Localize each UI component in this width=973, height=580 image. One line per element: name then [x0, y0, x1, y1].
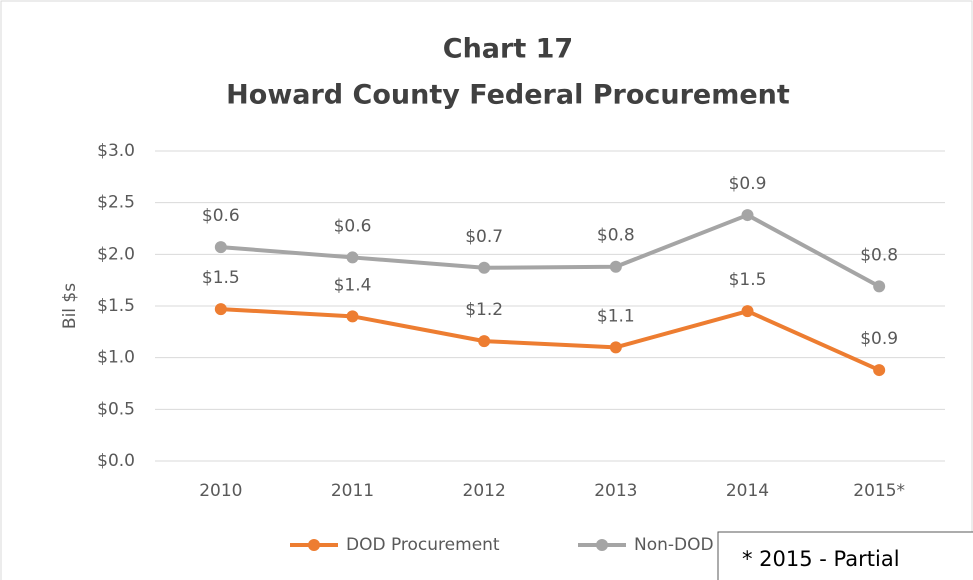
data-label: $1.5 — [729, 270, 767, 290]
point — [214, 303, 227, 316]
point — [741, 305, 754, 318]
point — [873, 364, 886, 377]
data-label: $0.9 — [860, 329, 898, 349]
x-tick-label: 2013 — [594, 481, 637, 501]
line — [220, 213, 881, 289]
data-label: $0.6 — [202, 206, 240, 226]
y-tick-label: $1.0 — [97, 348, 135, 368]
point — [214, 241, 227, 254]
chart-title: Chart 17 — [443, 34, 573, 65]
y-tick-label: $2.5 — [97, 193, 135, 213]
y-tick-label: $0.5 — [97, 399, 135, 419]
point — [346, 251, 359, 264]
y-tick-label: $0.0 — [97, 451, 135, 471]
x-tick-label: 2011 — [331, 481, 374, 501]
data-label: $1.4 — [334, 275, 372, 295]
chart-subtitle: Howard County Federal Procurement — [226, 80, 790, 111]
data-label: $0.9 — [729, 174, 767, 194]
data-label: $1.2 — [465, 300, 503, 320]
data-label: $0.6 — [334, 216, 372, 236]
data-label: $0.7 — [465, 227, 503, 247]
x-tick-label: 2015* — [853, 481, 905, 501]
data-label: $0.8 — [860, 245, 898, 265]
line — [220, 307, 880, 372]
point — [609, 341, 622, 354]
legend-label: DOD Procurement — [346, 535, 500, 555]
point — [609, 260, 622, 273]
point — [478, 335, 491, 348]
point — [478, 261, 491, 274]
note: * 2015 - Partial — [742, 547, 900, 571]
y-tick-label: $2.0 — [97, 244, 135, 264]
legend-marker — [596, 539, 608, 551]
x-tick-label: 2012 — [463, 481, 506, 501]
point — [741, 209, 754, 222]
y-axis-label: Bil $s — [60, 283, 80, 329]
x-tick-label: 2014 — [726, 481, 769, 501]
y-tick-label: $1.5 — [97, 296, 135, 316]
data-label: $0.8 — [597, 226, 635, 246]
data-label: $1.5 — [202, 268, 240, 288]
legend-label: Non-DOD — [634, 535, 714, 555]
point — [873, 280, 886, 293]
y-tick-label: $3.0 — [97, 141, 135, 161]
point — [346, 310, 359, 323]
data-label: $1.1 — [597, 306, 635, 326]
note-box — [717, 531, 973, 580]
legend-marker — [308, 539, 320, 551]
x-tick-label: 2010 — [199, 481, 242, 501]
